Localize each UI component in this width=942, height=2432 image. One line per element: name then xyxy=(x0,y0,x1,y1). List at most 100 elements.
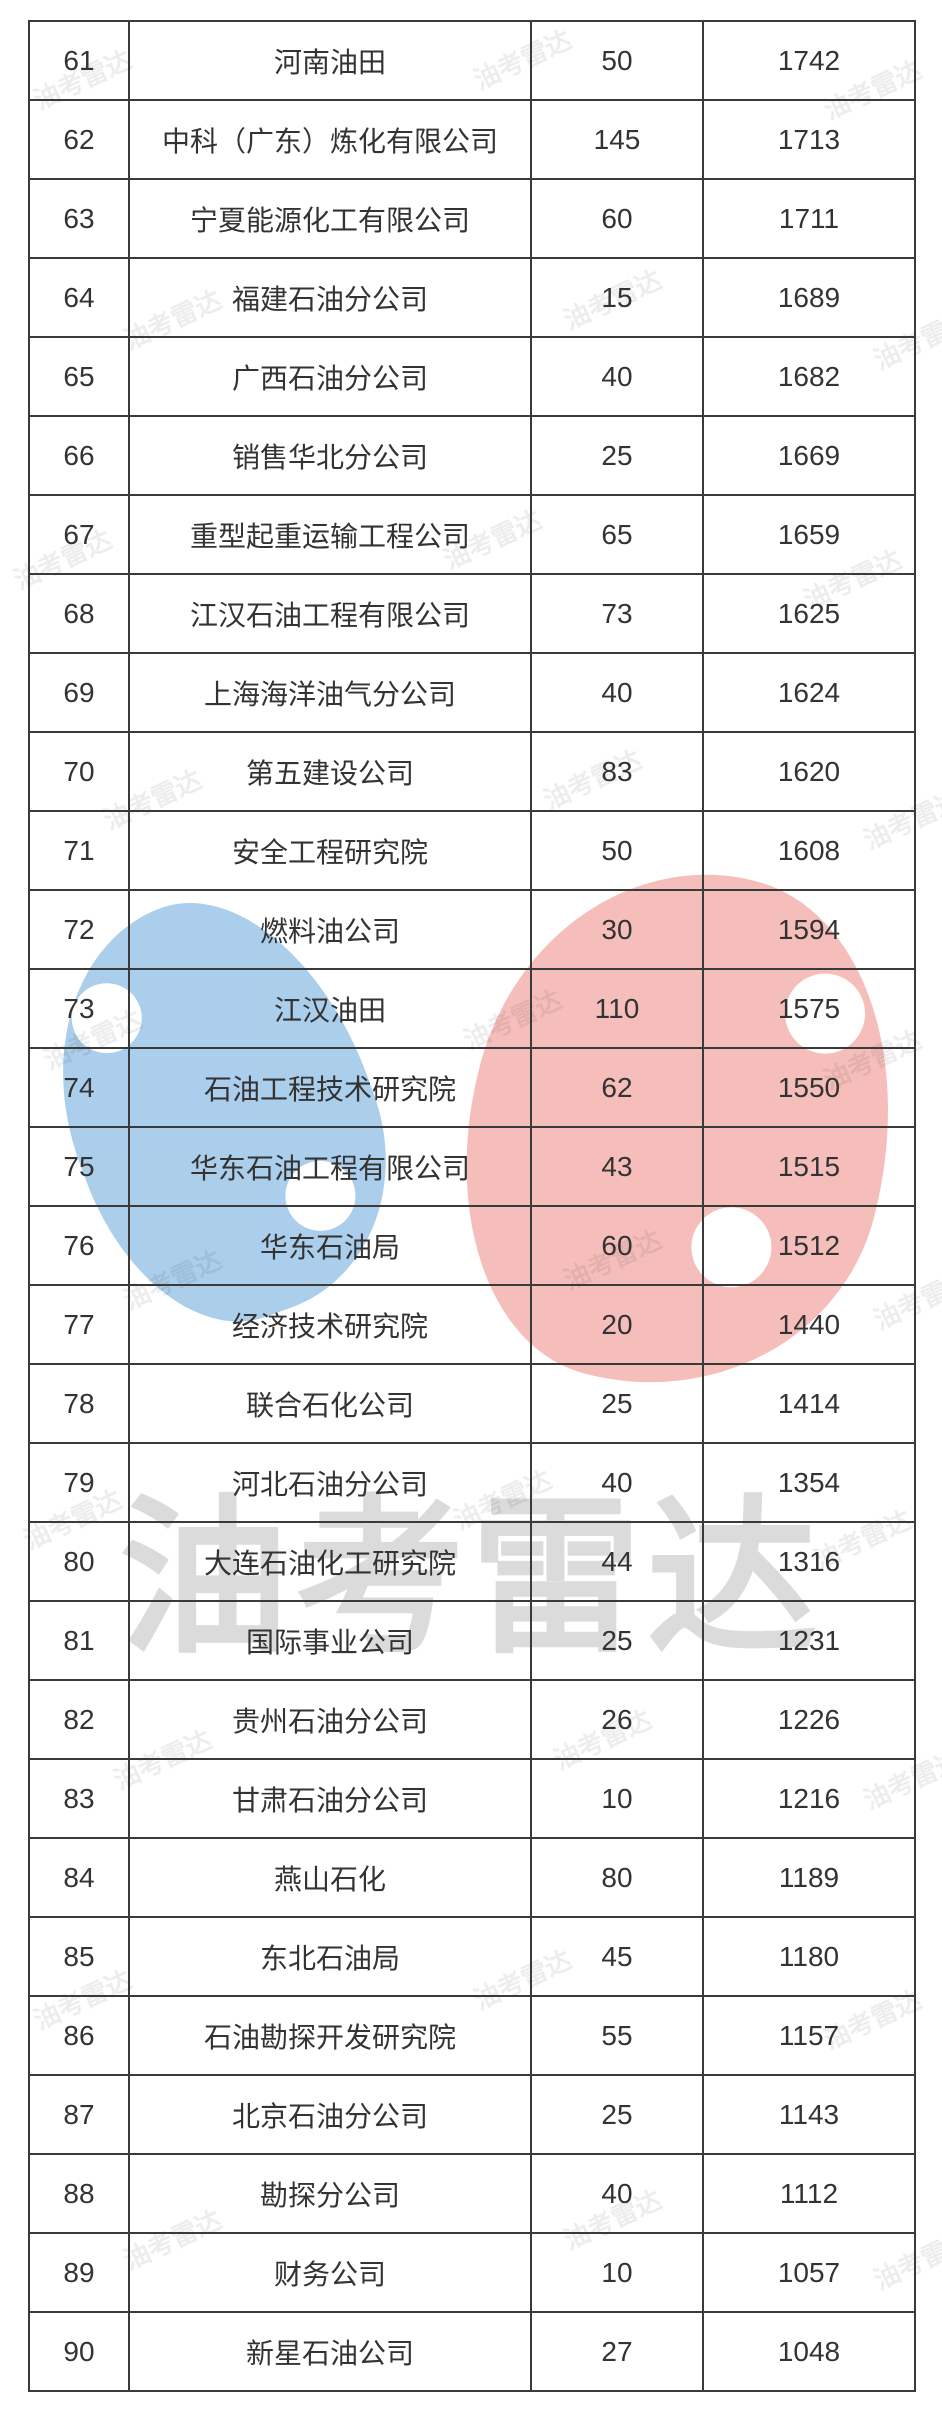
cell-b: 1659 xyxy=(703,495,915,574)
cell-b: 1625 xyxy=(703,574,915,653)
cell-idx: 86 xyxy=(29,1996,129,2075)
cell-a: 20 xyxy=(531,1285,703,1364)
cell-a: 44 xyxy=(531,1522,703,1601)
table-row: 66销售华北分公司251669 xyxy=(29,416,915,495)
table-row: 74石油工程技术研究院621550 xyxy=(29,1048,915,1127)
cell-a: 10 xyxy=(531,1759,703,1838)
cell-a: 25 xyxy=(531,1601,703,1680)
cell-name: 甘肃石油分公司 xyxy=(129,1759,531,1838)
cell-idx: 77 xyxy=(29,1285,129,1364)
cell-idx: 84 xyxy=(29,1838,129,1917)
table-row: 78联合石化公司251414 xyxy=(29,1364,915,1443)
cell-name: 财务公司 xyxy=(129,2233,531,2312)
cell-a: 26 xyxy=(531,1680,703,1759)
cell-name: 河北石油分公司 xyxy=(129,1443,531,1522)
cell-b: 1512 xyxy=(703,1206,915,1285)
cell-name: 燃料油公司 xyxy=(129,890,531,969)
cell-name: 国际事业公司 xyxy=(129,1601,531,1680)
cell-a: 60 xyxy=(531,1206,703,1285)
cell-idx: 64 xyxy=(29,258,129,337)
table-row: 89财务公司101057 xyxy=(29,2233,915,2312)
cell-idx: 61 xyxy=(29,21,129,100)
table-row: 64福建石油分公司151689 xyxy=(29,258,915,337)
table-row: 80大连石油化工研究院441316 xyxy=(29,1522,915,1601)
cell-a: 40 xyxy=(531,653,703,732)
cell-a: 15 xyxy=(531,258,703,337)
cell-b: 1316 xyxy=(703,1522,915,1601)
cell-name: 销售华北分公司 xyxy=(129,416,531,495)
cell-b: 1711 xyxy=(703,179,915,258)
cell-name: 华东石油工程有限公司 xyxy=(129,1127,531,1206)
cell-a: 60 xyxy=(531,179,703,258)
cell-name: 中科（广东）炼化有限公司 xyxy=(129,100,531,179)
table-row: 67重型起重运输工程公司651659 xyxy=(29,495,915,574)
table-row: 72燃料油公司301594 xyxy=(29,890,915,969)
cell-a: 40 xyxy=(531,2154,703,2233)
cell-name: 经济技术研究院 xyxy=(129,1285,531,1364)
cell-b: 1048 xyxy=(703,2312,915,2391)
cell-name: 勘探分公司 xyxy=(129,2154,531,2233)
cell-a: 25 xyxy=(531,1364,703,1443)
cell-b: 1594 xyxy=(703,890,915,969)
cell-a: 50 xyxy=(531,811,703,890)
cell-a: 62 xyxy=(531,1048,703,1127)
cell-name: 石油工程技术研究院 xyxy=(129,1048,531,1127)
table-row: 83甘肃石油分公司101216 xyxy=(29,1759,915,1838)
cell-idx: 67 xyxy=(29,495,129,574)
cell-idx: 65 xyxy=(29,337,129,416)
cell-a: 55 xyxy=(531,1996,703,2075)
cell-idx: 63 xyxy=(29,179,129,258)
cell-b: 1713 xyxy=(703,100,915,179)
cell-idx: 80 xyxy=(29,1522,129,1601)
table-row: 77经济技术研究院201440 xyxy=(29,1285,915,1364)
table-row: 85东北石油局451180 xyxy=(29,1917,915,1996)
table-row: 71安全工程研究院501608 xyxy=(29,811,915,890)
cell-idx: 89 xyxy=(29,2233,129,2312)
cell-name: 华东石油局 xyxy=(129,1206,531,1285)
cell-idx: 68 xyxy=(29,574,129,653)
cell-idx: 66 xyxy=(29,416,129,495)
table-row: 61河南油田501742 xyxy=(29,21,915,100)
table-row: 69上海海洋油气分公司401624 xyxy=(29,653,915,732)
data-table: 61河南油田50174262中科（广东）炼化有限公司145171363宁夏能源化… xyxy=(28,20,916,2392)
cell-a: 65 xyxy=(531,495,703,574)
cell-idx: 85 xyxy=(29,1917,129,1996)
cell-idx: 75 xyxy=(29,1127,129,1206)
table-row: 63宁夏能源化工有限公司601711 xyxy=(29,179,915,258)
cell-idx: 88 xyxy=(29,2154,129,2233)
cell-a: 25 xyxy=(531,2075,703,2154)
cell-a: 110 xyxy=(531,969,703,1048)
table-row: 86石油勘探开发研究院551157 xyxy=(29,1996,915,2075)
cell-b: 1575 xyxy=(703,969,915,1048)
table-row: 79河北石油分公司401354 xyxy=(29,1443,915,1522)
cell-name: 大连石油化工研究院 xyxy=(129,1522,531,1601)
cell-b: 1112 xyxy=(703,2154,915,2233)
cell-b: 1157 xyxy=(703,1996,915,2075)
table-row: 81国际事业公司251231 xyxy=(29,1601,915,1680)
cell-b: 1682 xyxy=(703,337,915,416)
cell-idx: 70 xyxy=(29,732,129,811)
cell-name: 广西石油分公司 xyxy=(129,337,531,416)
page-wrap: 油考雷达油考雷达油考雷达油考雷达油考雷达油考雷达油考雷达油考雷达油考雷达油考雷达… xyxy=(0,0,942,2412)
cell-idx: 78 xyxy=(29,1364,129,1443)
cell-name: 联合石化公司 xyxy=(129,1364,531,1443)
cell-a: 45 xyxy=(531,1917,703,1996)
table-row: 73江汉油田1101575 xyxy=(29,969,915,1048)
cell-b: 1742 xyxy=(703,21,915,100)
cell-idx: 76 xyxy=(29,1206,129,1285)
cell-a: 50 xyxy=(531,21,703,100)
cell-b: 1515 xyxy=(703,1127,915,1206)
cell-a: 30 xyxy=(531,890,703,969)
cell-a: 80 xyxy=(531,1838,703,1917)
cell-b: 1226 xyxy=(703,1680,915,1759)
cell-name: 江汉油田 xyxy=(129,969,531,1048)
cell-idx: 82 xyxy=(29,1680,129,1759)
cell-b: 1231 xyxy=(703,1601,915,1680)
table-row: 76华东石油局601512 xyxy=(29,1206,915,1285)
cell-idx: 81 xyxy=(29,1601,129,1680)
cell-b: 1550 xyxy=(703,1048,915,1127)
table-row: 82贵州石油分公司261226 xyxy=(29,1680,915,1759)
table-row: 65广西石油分公司401682 xyxy=(29,337,915,416)
table-row: 62中科（广东）炼化有限公司1451713 xyxy=(29,100,915,179)
cell-idx: 69 xyxy=(29,653,129,732)
